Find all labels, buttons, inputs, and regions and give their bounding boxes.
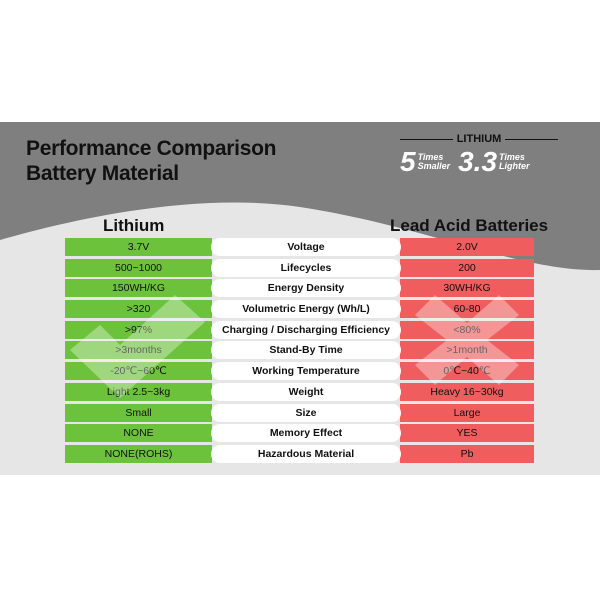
table-row: Small Size Large bbox=[65, 403, 534, 422]
page-title: Performance Comparison Battery Material bbox=[26, 136, 276, 186]
table-row: NONE Memory Effect YES bbox=[65, 424, 534, 443]
lead-acid-value: 30WH/KG bbox=[400, 279, 534, 298]
lead-acid-value: 200 bbox=[400, 258, 534, 277]
lithium-value: NONE(ROHS) bbox=[65, 444, 212, 463]
badge-label: LITHIUM bbox=[456, 133, 502, 145]
lead-acid-value: >1month bbox=[400, 341, 534, 360]
metric-label: Lifecycles bbox=[211, 258, 401, 277]
lead-acid-value: 0℃~40℃ bbox=[400, 362, 534, 381]
table-row: >97% Charging / Discharging Efficiency <80… bbox=[65, 320, 534, 339]
lead-acid-value: 60-80 bbox=[400, 300, 534, 319]
table-row: NONE(ROHS) Hazardous Material Pb bbox=[65, 444, 534, 463]
lead-acid-column-header: Lead Acid Batteries bbox=[390, 216, 549, 235]
lithium-value: >97% bbox=[65, 320, 212, 339]
lithium-value: 3.7V bbox=[65, 238, 212, 256]
comparison-table: 3.7V Voltage 2.0V 500~1000 Lifecycles 200 150W… bbox=[65, 238, 534, 466]
lithium-value: >320 bbox=[65, 300, 212, 319]
lead-acid-value: 2.0V bbox=[400, 238, 534, 256]
title-line-1: Performance Comparison bbox=[26, 137, 277, 160]
table-row: Light 2.5~3kg Weight Heavy 16~30kg bbox=[65, 382, 534, 401]
lithium-value: 150WH/KG bbox=[65, 279, 212, 298]
table-row: >320 Volumetric Energy (Wh/L) 60-80 bbox=[65, 300, 534, 319]
metric-label: Size bbox=[211, 403, 401, 422]
lithium-value: >3months bbox=[65, 341, 212, 360]
lithium-badge: LITHIUM 5 Times Smaller 3.3 Times Lighter bbox=[400, 133, 559, 177]
stat-lighter-top: Times bbox=[499, 152, 525, 162]
table-row: -20℃~60℃ Working Temperature 0℃~40℃ bbox=[65, 362, 534, 381]
lithium-value: 500~1000 bbox=[65, 258, 212, 277]
metric-label: Memory Effect bbox=[211, 424, 401, 443]
stat-lighter-value: 3.3 bbox=[458, 146, 498, 177]
table-row: 150WH/KG Energy Density 30WH/KG bbox=[65, 279, 534, 298]
stat-lighter-bottom: Lighter bbox=[499, 161, 530, 171]
lithium-column-header: Lithium bbox=[103, 216, 165, 235]
table-row: 500~1000 Lifecycles 200 bbox=[65, 258, 534, 277]
table-row: >3months Stand-By Time >1month bbox=[65, 341, 534, 360]
metric-label: Weight bbox=[211, 382, 401, 401]
metric-label: Voltage bbox=[211, 238, 401, 256]
lithium-value: NONE bbox=[65, 424, 212, 443]
lead-acid-value: Large bbox=[400, 403, 534, 422]
metric-label: Hazardous Material bbox=[211, 444, 401, 463]
metric-label: Volumetric Energy (Wh/L) bbox=[211, 300, 401, 319]
lead-acid-value: Pb bbox=[400, 444, 534, 463]
lithium-value: -20℃~60℃ bbox=[65, 362, 212, 381]
stat-smaller-value: 5 bbox=[400, 146, 416, 177]
metric-label: Energy Density bbox=[211, 279, 401, 298]
stat-smaller-bottom: Smaller bbox=[417, 161, 451, 171]
lead-acid-value: Heavy 16~30kg bbox=[400, 382, 534, 401]
metric-label: Stand-By Time bbox=[211, 341, 401, 360]
lithium-value: Small bbox=[65, 403, 212, 422]
metric-label: Charging / Discharging Efficiency bbox=[211, 320, 401, 339]
table-row: 3.7V Voltage 2.0V bbox=[65, 238, 534, 256]
header-wave bbox=[0, 122, 600, 271]
lead-acid-value: <80% bbox=[400, 320, 534, 339]
metric-label: Working Temperature bbox=[211, 362, 401, 381]
lithium-value: Light 2.5~3kg bbox=[65, 382, 212, 401]
stat-smaller-top: Times bbox=[417, 152, 444, 162]
lead-acid-value: YES bbox=[400, 424, 534, 443]
title-line-2: Battery Material bbox=[26, 162, 179, 185]
